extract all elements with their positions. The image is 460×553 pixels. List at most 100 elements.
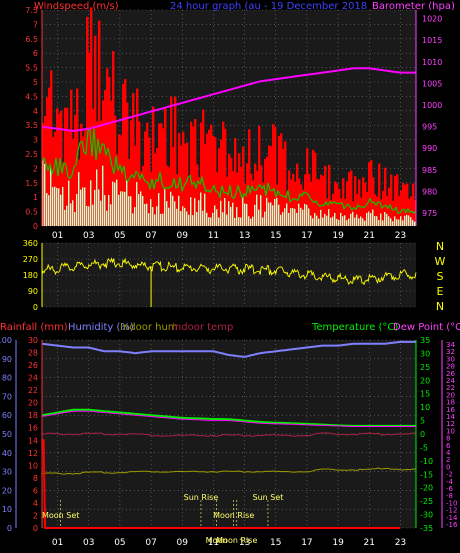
windspeed-bar bbox=[52, 187, 54, 226]
dewpoint-y-tick-label: 6 bbox=[446, 442, 451, 450]
windspeed-gust-bar bbox=[392, 200, 395, 226]
windspeed-bar bbox=[382, 220, 384, 226]
windspeed-bar bbox=[202, 210, 204, 226]
dewpoint-y-tick-label: -2 bbox=[446, 471, 453, 479]
temperature-y-tick-label: -30 bbox=[420, 511, 433, 520]
windspeed-bar bbox=[326, 215, 328, 226]
temp-x-tick-label: 07 bbox=[145, 538, 156, 548]
windspeed-gust-bar bbox=[52, 137, 55, 226]
humidity-y-tick-label: 20 bbox=[2, 486, 12, 495]
wind-y-tick-label: 7 bbox=[33, 20, 38, 29]
wind-x-tick-label: 17 bbox=[301, 231, 312, 241]
windspeed-bar bbox=[80, 189, 82, 226]
windspeed-gust-bar bbox=[258, 125, 261, 226]
temp-x-tick-label: 23 bbox=[395, 538, 406, 548]
windspeed-gust-bar bbox=[262, 182, 265, 226]
windspeed-bar bbox=[62, 186, 64, 226]
rainfall-y-tick-label: 30 bbox=[28, 336, 38, 345]
wind-x-tick-label: 07 bbox=[145, 231, 156, 241]
windspeed-bar bbox=[316, 215, 318, 226]
temp-x-tick-label: 15 bbox=[270, 538, 281, 548]
windspeed-gust-bar bbox=[132, 93, 135, 227]
indoor-hum-label: Indoor hum bbox=[120, 322, 178, 333]
dewpoint-y-tick-label: 22 bbox=[446, 384, 455, 392]
wind-y-tick-label: 7.5 bbox=[25, 6, 38, 15]
windspeed-bar bbox=[268, 202, 270, 226]
dewpoint-y-tick-label: -6 bbox=[446, 485, 454, 493]
rainfall-axis-label: Rainfall (mm) bbox=[0, 322, 68, 333]
windspeed-bar bbox=[362, 218, 364, 226]
windspeed-gust-bar bbox=[304, 174, 307, 226]
windspeed-bar bbox=[328, 209, 330, 226]
annotation-label: Moon Rise bbox=[213, 511, 254, 520]
windspeed-bar bbox=[152, 207, 154, 226]
windspeed-gust-bar bbox=[242, 146, 245, 226]
windspeed-bar bbox=[312, 218, 314, 226]
windspeed-gust-bar bbox=[252, 180, 255, 226]
windspeed-bar bbox=[374, 216, 376, 226]
windspeed-bar bbox=[244, 203, 246, 226]
windspeed-bar bbox=[118, 194, 120, 226]
windspeed-gust-bar bbox=[296, 163, 299, 226]
windspeed-bar bbox=[352, 211, 354, 226]
windspeed-bar bbox=[114, 182, 116, 226]
windspeed-bar bbox=[220, 200, 222, 226]
humidity-y-tick-label: 90 bbox=[2, 355, 12, 364]
windspeed-bar bbox=[322, 217, 324, 226]
windspeed-bar bbox=[130, 196, 132, 226]
windspeed-bar bbox=[248, 216, 250, 226]
windspeed-bar bbox=[200, 192, 202, 226]
windspeed-bar bbox=[208, 217, 210, 226]
wind-x-tick-label: 13 bbox=[239, 231, 250, 241]
windspeed-bar bbox=[304, 203, 306, 226]
windspeed-bar bbox=[44, 163, 46, 226]
windspeed-bar bbox=[210, 217, 212, 226]
direction-y-tick-label: 270 bbox=[23, 255, 38, 264]
windspeed-gust-bar bbox=[150, 171, 153, 226]
windspeed-bar bbox=[78, 172, 80, 226]
windspeed-bar bbox=[282, 212, 284, 226]
wind-y-tick-label: 2 bbox=[33, 164, 38, 173]
annotation-label: Moon Set bbox=[42, 511, 79, 520]
windspeed-bar bbox=[90, 180, 92, 226]
rainfall-y-tick-label: 14 bbox=[28, 436, 38, 445]
windspeed-gust-bar bbox=[172, 147, 175, 226]
temperature-y-tick-label: -5 bbox=[420, 443, 428, 452]
windspeed-axis-label: Windspeed (m/s) bbox=[34, 1, 119, 12]
windspeed-gust-bar bbox=[212, 135, 215, 226]
wind-barometer-panel: 01 03 05 07 09 11 13 15 17 19 21 23 0 0.5 1 1.5 2 2.5 3 3.5… bbox=[25, 1, 455, 241]
dewpoint-y-tick-label: 18 bbox=[446, 399, 455, 407]
windspeed-bar bbox=[336, 218, 338, 226]
windspeed-bar bbox=[368, 211, 370, 226]
windspeed-gust-bar bbox=[376, 196, 379, 226]
barometer-y-tick-label: 1010 bbox=[422, 58, 442, 67]
windspeed-bar bbox=[174, 201, 176, 226]
barometer-y-tick-label: 990 bbox=[422, 144, 437, 153]
windspeed-bar bbox=[70, 203, 72, 226]
windspeed-gust-bar bbox=[412, 183, 415, 226]
windspeed-gust-bar bbox=[46, 97, 49, 226]
windspeed-bar bbox=[76, 193, 78, 226]
windspeed-bar bbox=[412, 220, 414, 226]
windspeed-bar bbox=[396, 219, 398, 226]
windspeed-gust-bar bbox=[128, 158, 131, 226]
windspeed-gust-bar bbox=[98, 20, 101, 227]
windspeed-bar bbox=[406, 214, 408, 226]
windspeed-gust-bar bbox=[362, 177, 365, 226]
windspeed-gust-bar bbox=[192, 126, 195, 226]
windspeed-bar bbox=[278, 204, 280, 226]
windspeed-bar bbox=[136, 182, 138, 226]
temp-x-tick-label: 21 bbox=[364, 538, 375, 548]
windspeed-bar bbox=[108, 194, 110, 226]
windspeed-gust-bar bbox=[398, 196, 401, 226]
windspeed-bar bbox=[300, 207, 302, 226]
windspeed-bar bbox=[340, 212, 342, 226]
windspeed-gust-bar bbox=[350, 170, 353, 226]
direction-series bbox=[41, 257, 417, 307]
windspeed-gust-bar bbox=[138, 121, 141, 226]
windspeed-bar bbox=[100, 200, 102, 226]
windspeed-gust-bar bbox=[326, 198, 329, 226]
temperature-axis-label: Temperature (°C) bbox=[311, 322, 398, 333]
windspeed-gust-bar bbox=[254, 163, 257, 226]
